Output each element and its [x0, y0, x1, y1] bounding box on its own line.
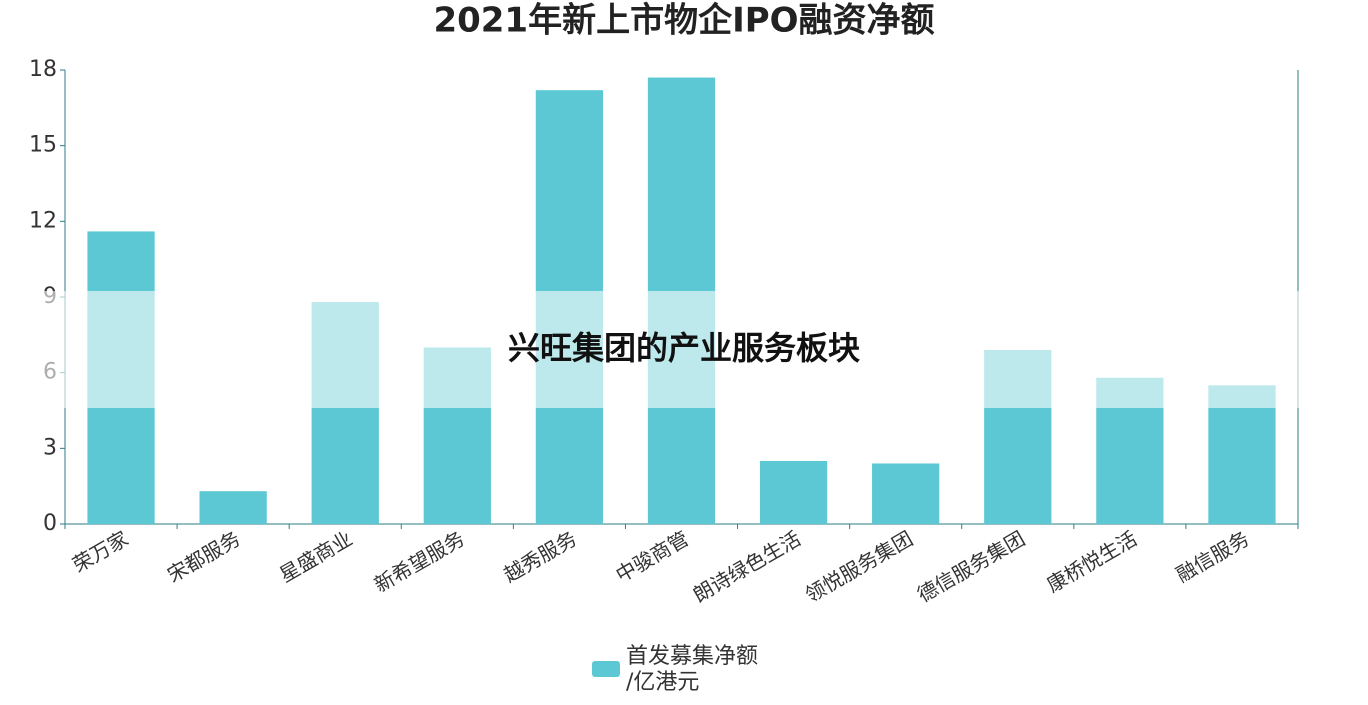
x-tick-label: 越秀服务 [499, 526, 580, 587]
x-tick-label: 德信服务集团 [913, 526, 1029, 607]
y-tick-label: 12 [29, 208, 57, 233]
x-tick-label: 新希望服务 [370, 526, 469, 597]
x-tick-label: 中骏商管 [611, 526, 692, 587]
overlay-text: 兴旺集团的产业服务板块 [508, 329, 860, 367]
legend-label: 首发募集净额/亿港元 [626, 644, 758, 695]
bar [759, 460, 828, 524]
x-tick-label: 宋都服务 [163, 526, 244, 587]
x-tick-label: 星盛商业 [275, 526, 356, 587]
y-tick-label: 15 [29, 133, 57, 158]
x-tick-label: 朗诗绿色生活 [689, 526, 805, 607]
x-tick-label: 康桥悦生活 [1043, 526, 1142, 597]
overlay-band [0, 291, 1368, 408]
chart-title: 2021年新上市物企IPO融资净额 [433, 1, 934, 41]
x-tick-label: 荣万家 [68, 526, 132, 577]
legend-swatch [592, 661, 620, 677]
y-tick-label: 18 [29, 57, 57, 82]
bar [199, 491, 267, 524]
x-tick-label: 融信服务 [1172, 526, 1253, 587]
y-tick-label: 0 [43, 511, 57, 536]
bar [872, 463, 940, 524]
bar [1208, 385, 1276, 524]
x-tick-label: 领悦服务集团 [801, 526, 917, 607]
y-tick-label: 3 [43, 435, 57, 460]
